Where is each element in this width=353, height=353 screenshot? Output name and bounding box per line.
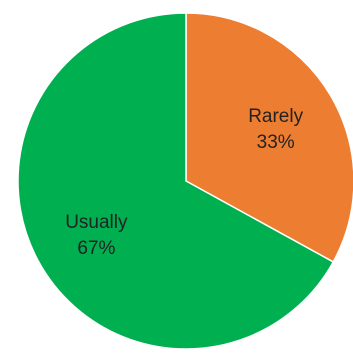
slice-label-usually: Usually [65, 212, 128, 233]
slice-value-rarely: 33% [257, 132, 295, 153]
slice-label-rarely: Rarely [248, 106, 303, 127]
pie-slice-usually [17, 12, 335, 350]
pie-slices [17, 12, 353, 350]
pie-slice-rarely [185, 12, 353, 263]
slice-value-usually: 67% [77, 238, 115, 259]
pie-labels: Rarely 33% Usually 67% [65, 106, 303, 259]
